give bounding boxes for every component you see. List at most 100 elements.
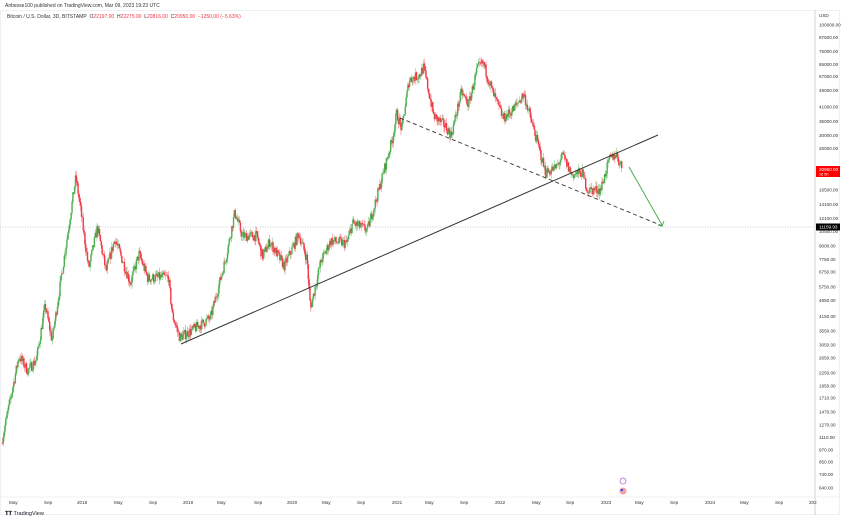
candle-body (129, 283, 132, 285)
candle-body (396, 109, 399, 121)
candle-body (371, 213, 373, 220)
candle-body (210, 310, 212, 315)
candle-body (585, 188, 588, 191)
candle-body (279, 253, 281, 261)
candle-body (511, 112, 513, 116)
candle-body (533, 125, 535, 130)
candle-body (19, 358, 22, 362)
candle-body (189, 328, 191, 337)
candle-body (554, 164, 557, 169)
candle-body (469, 96, 471, 100)
candle-body (507, 109, 510, 117)
candle-body (435, 114, 437, 116)
candle-body (518, 100, 521, 103)
candle-body (414, 72, 417, 81)
candle-body (372, 210, 375, 217)
candle-body (184, 329, 187, 340)
candle-body (252, 237, 254, 241)
candle-body (168, 279, 170, 283)
candle-body (301, 242, 303, 244)
candle-body (447, 128, 449, 135)
candle-body (496, 98, 498, 100)
candle-body (425, 70, 427, 77)
candle-body (232, 217, 235, 228)
candle-body (7, 405, 10, 411)
candle-body (119, 248, 121, 252)
candle-body (519, 100, 522, 103)
candle-body (607, 159, 609, 163)
candle-body (621, 161, 623, 169)
candle-body (556, 163, 559, 165)
candle-body (201, 319, 204, 321)
candle-body (373, 208, 376, 211)
candle-body (128, 274, 130, 282)
x-tick-label: Sep (775, 500, 784, 505)
candle-body (87, 260, 90, 263)
candle-body (378, 183, 381, 190)
candle-body (85, 244, 87, 252)
candle-body (113, 241, 115, 244)
candle-body (335, 237, 337, 242)
candle-body (135, 259, 138, 270)
candle-body (54, 320, 56, 328)
candle-body (536, 134, 539, 140)
y-tick-label: 100000.00 (819, 23, 841, 28)
candle-body (376, 200, 378, 202)
candle-body (137, 256, 139, 261)
candle-body (298, 234, 300, 238)
candle-body (517, 102, 519, 104)
candle-body (543, 165, 546, 167)
candle-body (21, 356, 23, 362)
candle-body (493, 89, 495, 97)
candle-body (80, 205, 83, 217)
candle-body (424, 66, 426, 71)
candle-body (524, 95, 527, 106)
candle-body (537, 139, 540, 145)
candle-body (304, 249, 306, 254)
chart-frame[interactable] (0, 10, 840, 515)
event-icons[interactable] (619, 477, 627, 495)
candle-body (215, 296, 218, 298)
candle-body (150, 279, 152, 282)
candle-body (591, 189, 594, 195)
candle-body (127, 274, 129, 279)
candle-body (260, 245, 262, 257)
candle-body (470, 93, 473, 101)
candle-body (18, 358, 21, 360)
candle-body (55, 312, 58, 315)
candle-body (448, 128, 450, 132)
svg-text:11159.93: 11159.93 (819, 225, 838, 230)
tradingview-logo[interactable]: 𝐓𝐓 TradingView (5, 511, 44, 517)
candle-body (341, 239, 343, 246)
candle-body (473, 85, 475, 90)
candle-body (274, 247, 277, 253)
candle-body (413, 76, 415, 79)
candle-body (147, 274, 150, 282)
candle-body (95, 232, 97, 238)
y-tick-label: 7750.00 (819, 257, 836, 262)
candle-body (298, 237, 301, 239)
candle-body (92, 245, 95, 247)
candle-body (219, 277, 222, 280)
candle-body (44, 304, 47, 310)
candle-body (225, 258, 228, 262)
candle-body (604, 174, 607, 177)
candle-body (72, 192, 74, 202)
candle-body (24, 363, 27, 368)
y-tick-label: 16500.00 (819, 188, 839, 193)
candle-body (25, 363, 28, 374)
y-tick-label: 3550.00 (819, 329, 836, 334)
candle-body (34, 362, 36, 366)
candle-body (158, 272, 161, 280)
candle-body (173, 320, 175, 323)
open-value: 22197.00 (93, 14, 115, 20)
candle-body (111, 247, 114, 251)
candle-body (102, 253, 104, 255)
candle-body (575, 172, 577, 175)
candle-body (403, 114, 406, 116)
x-tick-label: Sep (149, 500, 158, 505)
candle-body (280, 255, 283, 258)
candle-body (18, 359, 20, 362)
candle-body (329, 240, 331, 248)
